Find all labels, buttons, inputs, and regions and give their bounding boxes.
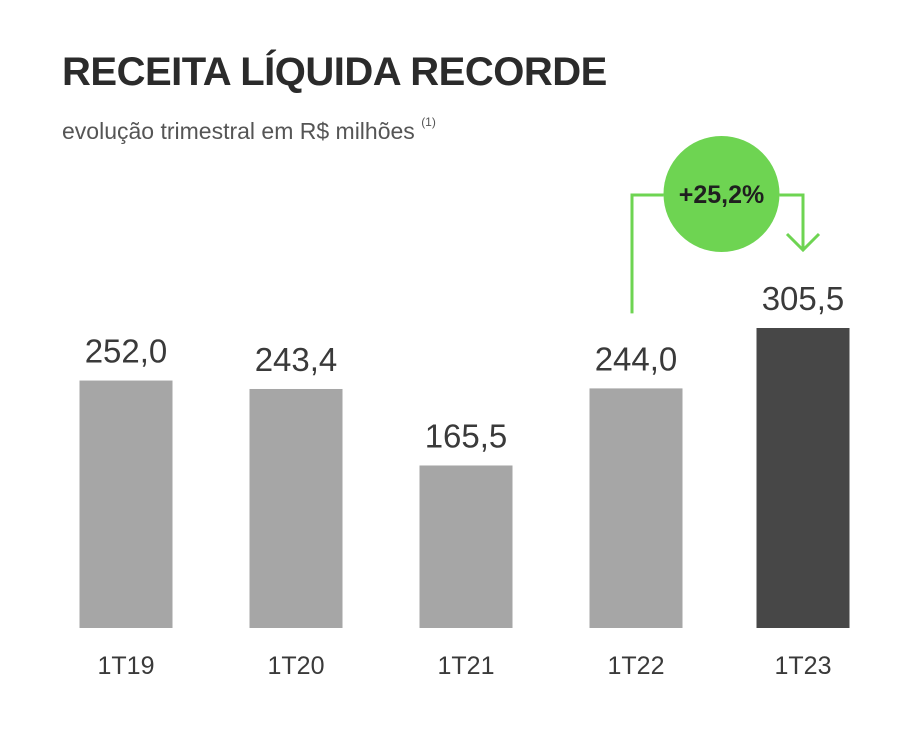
bar-1T22 — [589, 388, 683, 628]
bar-1T20 — [249, 388, 343, 628]
bar-1T19 — [79, 380, 173, 628]
growth-badge-label: +25,2% — [679, 181, 765, 209]
chart-subtitle: evolução trimestral em R$ milhões (1) — [62, 115, 436, 145]
category-label-1T23: 1T23 — [775, 652, 832, 680]
value-label-1T20: 243,4 — [255, 341, 338, 378]
bar-1T23 — [756, 328, 850, 628]
category-label-1T22: 1T22 — [608, 652, 665, 680]
category-label-1T21: 1T21 — [438, 652, 495, 680]
value-label-1T19: 252,0 — [85, 333, 168, 370]
bar-1T21 — [419, 465, 513, 628]
subtitle-footnote: (1) — [421, 115, 436, 130]
growth-badge — [663, 136, 780, 252]
category-label-1T19: 1T19 — [98, 652, 155, 680]
value-label-1T23: 305,5 — [762, 280, 845, 317]
growth-connector-right — [779, 193, 805, 250]
growth-connector-left — [630, 193, 664, 314]
category-label-1T20: 1T20 — [268, 652, 325, 680]
subtitle-text: evolução trimestral em R$ milhões — [62, 118, 415, 144]
growth-arrow-head — [785, 232, 821, 253]
value-label-1T22: 244,0 — [595, 340, 678, 377]
value-label-1T21: 165,5 — [425, 417, 508, 454]
chart-title: RECEITA LÍQUIDA RECORDE — [62, 50, 607, 94]
